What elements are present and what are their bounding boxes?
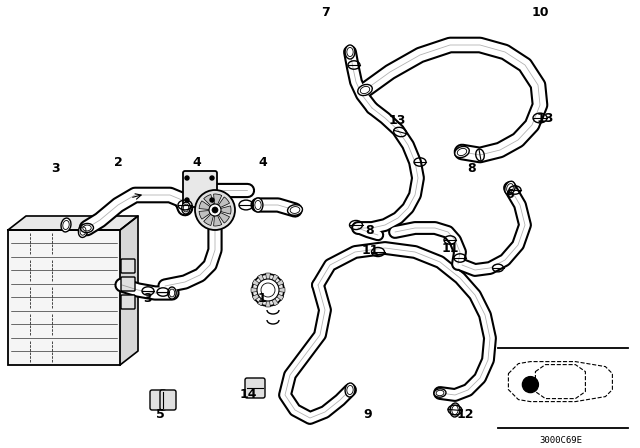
Text: 3: 3 <box>51 161 60 175</box>
FancyBboxPatch shape <box>150 390 166 410</box>
Ellipse shape <box>61 218 71 232</box>
Circle shape <box>522 377 538 392</box>
Text: 3: 3 <box>144 292 152 305</box>
FancyBboxPatch shape <box>121 259 135 273</box>
Text: 8: 8 <box>365 224 374 237</box>
Wedge shape <box>257 274 268 290</box>
Circle shape <box>185 176 189 180</box>
Ellipse shape <box>253 198 263 212</box>
Text: 13: 13 <box>388 113 406 126</box>
Wedge shape <box>215 206 231 214</box>
Text: 10: 10 <box>531 5 548 18</box>
Wedge shape <box>199 210 215 219</box>
FancyBboxPatch shape <box>121 277 135 291</box>
Wedge shape <box>204 210 215 225</box>
Text: 5: 5 <box>156 409 164 422</box>
FancyBboxPatch shape <box>183 171 217 207</box>
Ellipse shape <box>168 287 176 299</box>
Text: 1: 1 <box>258 292 266 305</box>
Wedge shape <box>204 194 215 210</box>
FancyBboxPatch shape <box>245 378 265 398</box>
Ellipse shape <box>450 403 460 417</box>
Circle shape <box>195 190 235 230</box>
Circle shape <box>209 204 221 216</box>
Ellipse shape <box>345 45 355 59</box>
Circle shape <box>185 198 189 202</box>
Ellipse shape <box>434 389 446 397</box>
Wedge shape <box>266 290 270 307</box>
Text: 4: 4 <box>259 155 268 168</box>
Text: 4: 4 <box>193 155 202 168</box>
FancyBboxPatch shape <box>160 390 176 410</box>
Ellipse shape <box>455 146 469 158</box>
Text: 14: 14 <box>239 388 257 401</box>
Wedge shape <box>268 290 278 306</box>
Wedge shape <box>215 210 230 223</box>
Wedge shape <box>268 288 285 293</box>
Circle shape <box>257 279 279 301</box>
Text: 12: 12 <box>456 409 474 422</box>
Polygon shape <box>120 216 138 365</box>
Ellipse shape <box>505 181 515 195</box>
Ellipse shape <box>182 202 190 214</box>
Wedge shape <box>257 290 268 306</box>
Text: 3000C69E: 3000C69E <box>539 436 582 445</box>
Circle shape <box>252 274 284 306</box>
Wedge shape <box>252 290 268 301</box>
FancyBboxPatch shape <box>121 295 135 309</box>
Circle shape <box>210 198 214 202</box>
Wedge shape <box>268 280 284 290</box>
Wedge shape <box>266 273 270 290</box>
Text: 6: 6 <box>506 189 515 202</box>
Ellipse shape <box>358 84 372 95</box>
Ellipse shape <box>78 224 88 237</box>
Text: 8: 8 <box>468 161 476 175</box>
Wedge shape <box>215 197 230 210</box>
Wedge shape <box>268 290 284 301</box>
Wedge shape <box>251 288 268 293</box>
Wedge shape <box>199 201 215 210</box>
Text: 13: 13 <box>536 112 554 125</box>
Ellipse shape <box>345 383 355 397</box>
Text: 11: 11 <box>441 241 459 254</box>
Text: 7: 7 <box>321 5 330 18</box>
Ellipse shape <box>287 205 303 215</box>
Wedge shape <box>268 274 278 290</box>
Wedge shape <box>214 194 222 210</box>
Circle shape <box>212 207 218 213</box>
Wedge shape <box>214 210 222 226</box>
FancyBboxPatch shape <box>8 230 120 365</box>
Wedge shape <box>252 280 268 290</box>
Text: 11: 11 <box>361 244 379 257</box>
Circle shape <box>210 176 214 180</box>
Text: 2: 2 <box>114 156 122 169</box>
Text: 9: 9 <box>364 409 372 422</box>
Ellipse shape <box>81 224 93 233</box>
Polygon shape <box>8 216 138 230</box>
